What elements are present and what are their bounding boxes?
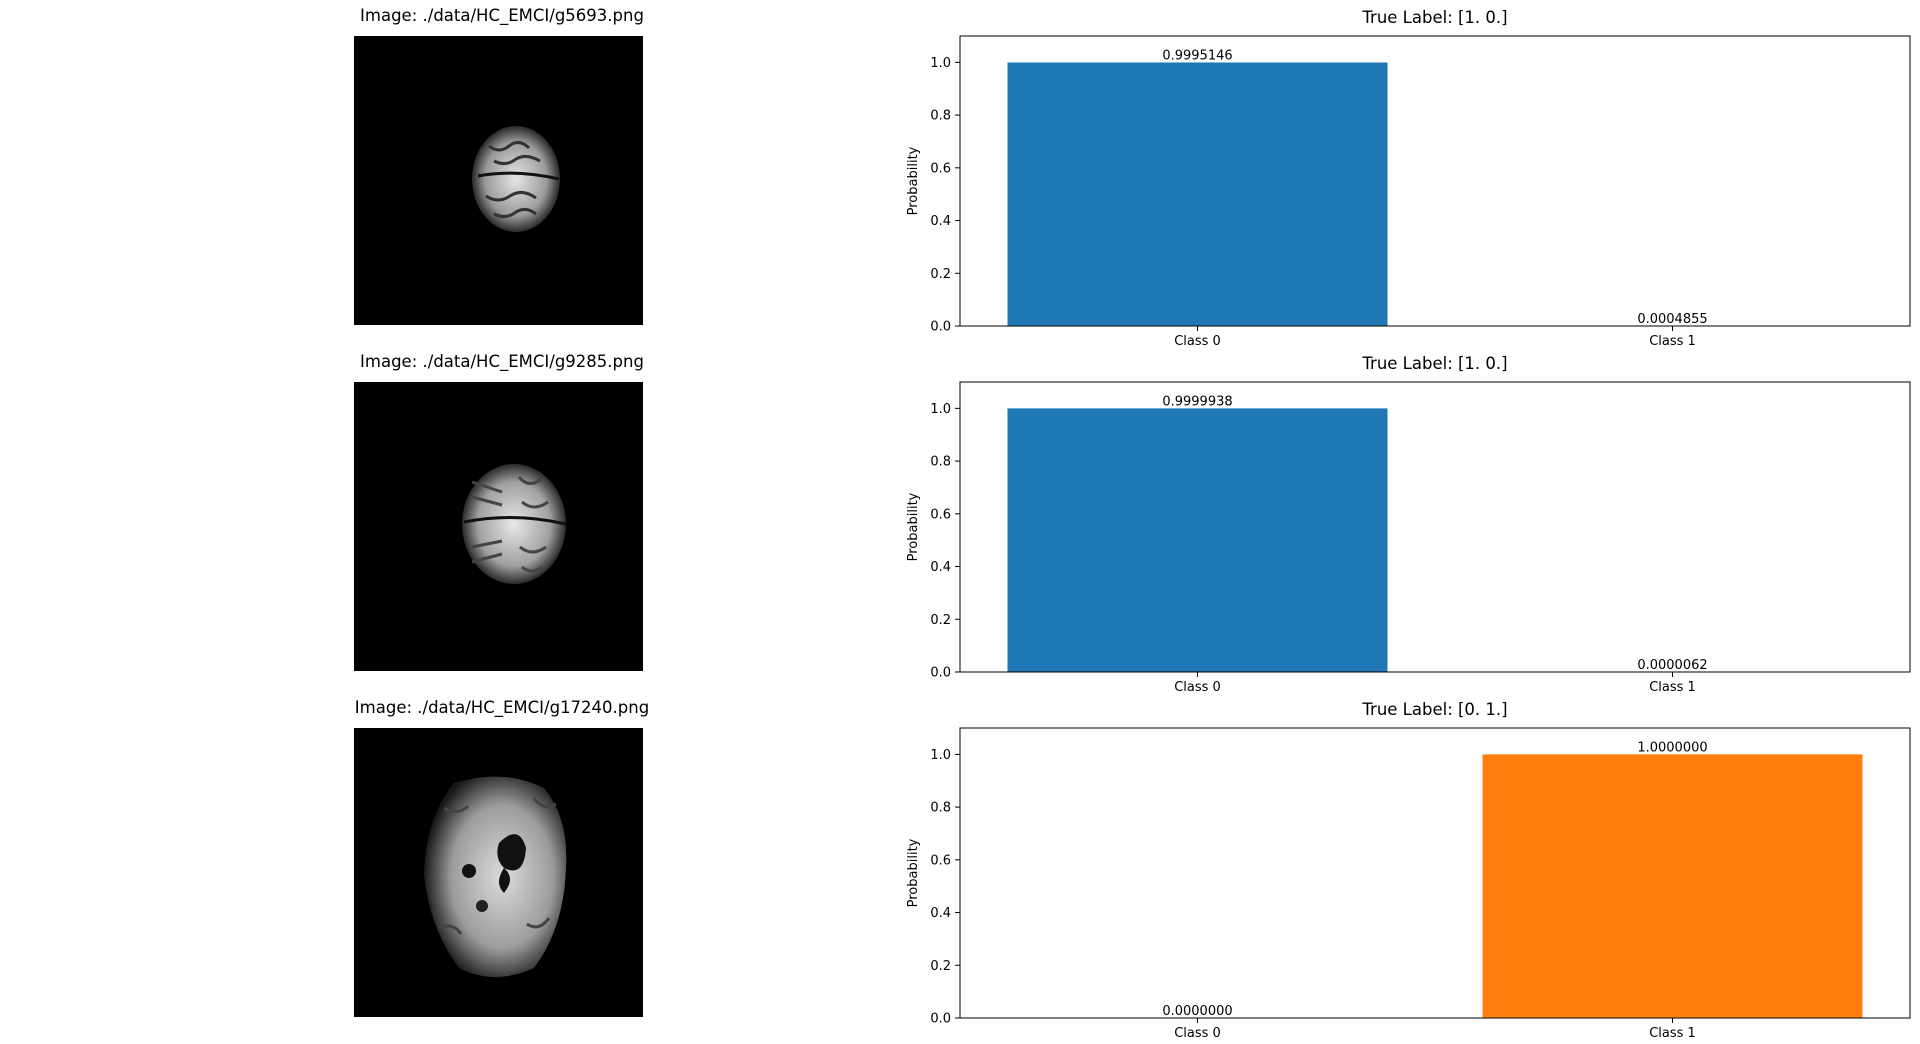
bar-chart-3: True Label: [0. 1.] 0.0000000 1.0000000 0.0… [880, 692, 1920, 1037]
y-tick-label: 0.4 [930, 906, 951, 921]
y-axis-label: Probability [906, 492, 921, 561]
bar-chart-2: True Label: [1. 0.] 0.9999938 0.0000062 0.0… [880, 346, 1920, 691]
mri-image-1 [354, 36, 643, 325]
bar-value-label: 0.0000062 [1637, 658, 1707, 673]
brain-slice-icon [354, 36, 643, 325]
y-tick-label: 0.8 [930, 455, 951, 470]
y-tick-label: 0.4 [930, 214, 951, 229]
brain-slice-icon [354, 382, 643, 671]
y-tick-label: 0.2 [930, 613, 951, 628]
bar-class-1 [1483, 754, 1863, 1018]
bar-value-label: 0.0004855 [1637, 312, 1707, 327]
y-tick-label: 1.0 [930, 748, 951, 763]
y-tick-label: 0.4 [930, 560, 951, 575]
bar-class-0 [1008, 62, 1388, 326]
bar-chart-1: True Label: [1. 0.] 0.9995146 0.0004855 0.0… [880, 0, 1920, 345]
y-tick-label: 0.6 [930, 853, 951, 868]
brain-slice-icon [354, 728, 643, 1017]
chart-title: True Label: [0. 1.] [1361, 700, 1507, 719]
y-tick-label: 0.2 [930, 959, 951, 974]
chart-title: True Label: [1. 0.] [1361, 8, 1507, 27]
y-axis-label: Probability [906, 146, 921, 215]
y-tick-label: 0.6 [930, 161, 951, 176]
y-tick-label: 0.8 [930, 109, 951, 124]
bar-value-label: 0.9995146 [1162, 48, 1232, 63]
image-title-1: Image: ./data/HC_EMCI/g5693.png [290, 6, 714, 25]
chart-title: True Label: [1. 0.] [1361, 354, 1507, 373]
y-tick-label: 1.0 [930, 402, 951, 417]
y-tick-label: 0.8 [930, 801, 951, 816]
y-tick-label: 1.0 [930, 56, 951, 71]
bar-value-label: 0.0000000 [1162, 1004, 1232, 1019]
y-tick-label: 0.6 [930, 507, 951, 522]
y-tick-label: 0.0 [930, 666, 951, 681]
y-tick-label: 0.0 [930, 320, 951, 335]
bar-class-0 [1008, 408, 1388, 672]
y-tick-label: 0.2 [930, 267, 951, 282]
x-tick-label: Class 1 [1649, 1026, 1696, 1041]
y-tick-label: 0.0 [930, 1012, 951, 1027]
bar-value-label: 1.0000000 [1637, 740, 1707, 755]
bar-value-label: 0.9999938 [1162, 394, 1232, 409]
y-axis-label: Probability [906, 838, 921, 907]
mri-image-3 [354, 728, 643, 1017]
image-title-2: Image: ./data/HC_EMCI/g9285.png [290, 352, 714, 371]
x-tick-label: Class 0 [1174, 1026, 1221, 1041]
image-title-3: Image: ./data/HC_EMCI/g17240.png [290, 698, 714, 717]
mri-image-2 [354, 382, 643, 671]
